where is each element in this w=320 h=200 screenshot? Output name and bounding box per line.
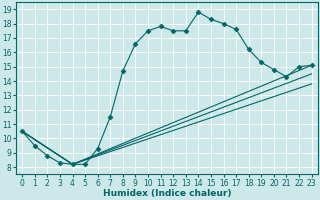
X-axis label: Humidex (Indice chaleur): Humidex (Indice chaleur)	[103, 189, 231, 198]
